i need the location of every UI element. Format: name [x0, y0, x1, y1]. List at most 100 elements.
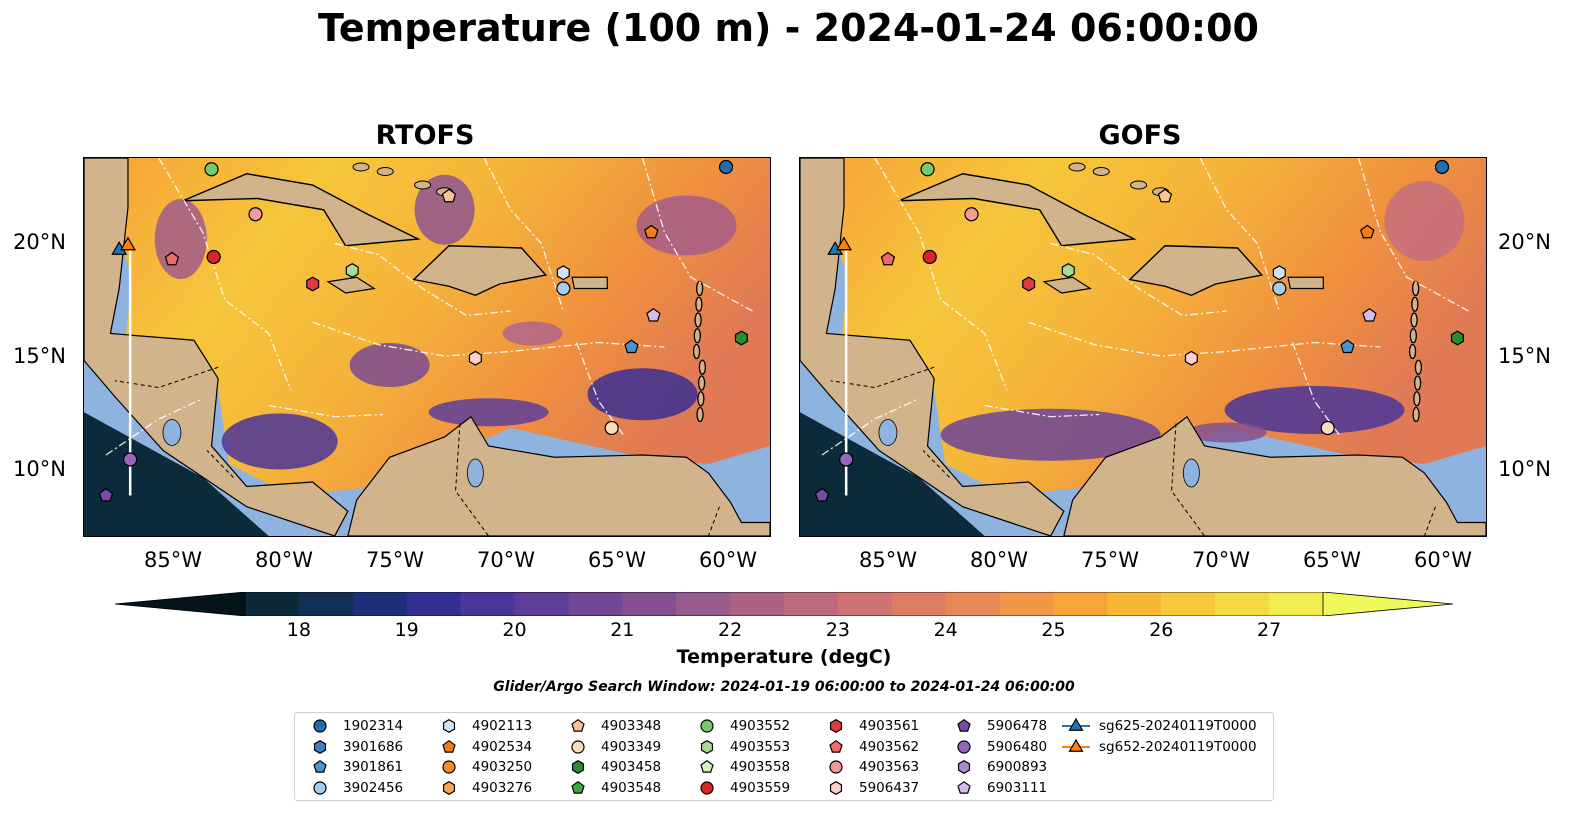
map-panel-gofs[interactable]	[799, 157, 1487, 537]
legend-item-label: 4903563	[859, 759, 920, 775]
legend-item: 4902534	[434, 737, 532, 757]
legend-item: 4903250	[434, 757, 532, 777]
legend-item: 5906480	[949, 737, 1047, 757]
colorbar-segment	[460, 592, 516, 616]
circle-marker-icon	[700, 719, 714, 733]
legend-item: sg652-20240119T0000	[1061, 737, 1257, 757]
legend-item: 4903458	[563, 757, 661, 777]
legend-item: 4903548	[563, 778, 661, 798]
legend-item: 4903552	[692, 716, 790, 736]
legend-item-label: 4903562	[859, 738, 920, 755]
pentagon-marker-icon	[700, 759, 714, 773]
pentagon-marker-icon	[442, 739, 456, 753]
circle-marker-icon	[313, 719, 327, 733]
legend-item: 4902113	[434, 716, 532, 736]
colorbar-segment	[1107, 592, 1162, 616]
colorbar-segment	[891, 592, 947, 616]
legend-item: 4903561	[821, 716, 919, 736]
lon-tick-label: 60°W	[699, 548, 757, 572]
legend-item-label: 6903111	[987, 779, 1048, 796]
colorbar-tick-label: 24	[933, 619, 958, 641]
line-triangle-marker-icon	[1062, 738, 1090, 752]
map-canvas	[800, 158, 1486, 536]
legend-item-label: 1902314	[343, 718, 404, 734]
legend-item-label: 4903349	[601, 738, 662, 755]
colorbar-segment	[622, 592, 677, 616]
legend-item-label: 4903559	[730, 779, 791, 796]
legend-item-label: 4903276	[472, 779, 533, 796]
hexagon-marker-icon	[829, 719, 843, 733]
colorbar-tick-label: 23	[825, 619, 850, 641]
colorbar-tick-label: 22	[718, 619, 743, 641]
circle-marker-icon	[957, 739, 971, 754]
lon-tick-label: 65°W	[1303, 548, 1361, 572]
legend-item-label: 5906480	[987, 738, 1048, 755]
legend-item-label: 4903458	[601, 759, 662, 775]
colorbar-segment	[676, 592, 731, 616]
hexagon-marker-icon	[442, 719, 456, 733]
circle-marker-icon	[313, 780, 327, 795]
hexagon-marker-icon	[700, 739, 714, 754]
pentagon-marker-icon	[957, 780, 971, 794]
colorbar-segment	[730, 592, 785, 616]
legend-item-label: 4902534	[472, 738, 533, 755]
legend-item-label: 4903348	[601, 718, 662, 734]
legend-item-label: 5906437	[859, 779, 920, 796]
pentagon-marker-icon	[829, 739, 843, 753]
legend-item: 6900893	[949, 757, 1047, 777]
lon-tick-label: 80°W	[255, 548, 313, 572]
lon-tick-label: 60°W	[1414, 548, 1472, 572]
legend-item: 5906478	[949, 716, 1047, 736]
colorbar-tick-label: 19	[394, 619, 419, 641]
lat-tick-label: 15°N	[13, 344, 66, 368]
circle-marker-icon	[829, 760, 843, 774]
legend-item-label: sg625-20240119T0000	[1099, 718, 1257, 734]
pentagon-marker-icon	[957, 718, 971, 732]
legend-item: 4903563	[821, 757, 919, 777]
line-triangle-marker-icon	[1062, 717, 1090, 731]
legend-item: 4903559	[692, 778, 790, 798]
colorbar-tick-label: 18	[286, 619, 311, 641]
hexagon-marker-icon	[571, 760, 585, 774]
lon-tick-label: 75°W	[1081, 548, 1139, 572]
legend-item-label: 5906478	[987, 718, 1048, 734]
colorbar-tick-label: 27	[1257, 619, 1282, 641]
colorbar-segment	[837, 592, 893, 616]
legend-item: 5906437	[821, 778, 919, 798]
lon-tick-label: 80°W	[970, 548, 1028, 572]
circle-marker-icon	[571, 739, 585, 754]
legend-item: 4903276	[434, 778, 532, 798]
colorbar-segment	[514, 592, 569, 616]
colorbar-tick-label: 25	[1041, 619, 1066, 641]
legend-item: 3901686	[305, 737, 403, 757]
colorbar-segment	[245, 592, 300, 616]
legend-item-label: 4903552	[730, 718, 791, 734]
hexagon-marker-icon	[313, 739, 327, 754]
legend-item: 3901861	[305, 757, 403, 777]
lon-tick-label: 65°W	[588, 548, 646, 572]
main-title: Temperature (100 m) - 2024-01-24 06:00:0…	[317, 6, 1259, 50]
colorbar-tick-label: 20	[502, 619, 527, 641]
search-window-caption: Glider/Argo Search Window: 2024-01-19 06…	[493, 679, 1075, 695]
map-panel-rtofs[interactable]	[83, 157, 771, 537]
lon-tick-label: 75°W	[366, 548, 424, 572]
legend-item-label: sg652-20240119T0000	[1099, 738, 1257, 755]
colorbar-segment	[406, 592, 462, 616]
panel-title-gofs: GOFS	[1098, 120, 1182, 151]
legend-item: 3902456	[305, 778, 403, 798]
legend-item-label: 4903558	[730, 759, 791, 775]
hexagon-marker-icon	[829, 780, 843, 795]
pentagon-marker-icon	[571, 780, 585, 794]
legend-item-label: 6900893	[987, 759, 1048, 775]
legend-item: 4903348	[563, 716, 661, 736]
lat-tick-label: 10°N	[1498, 457, 1551, 481]
colorbar-segment	[568, 592, 623, 616]
colorbar-segment	[1269, 592, 1324, 616]
legend: 1902314 3901686 3901861 3902456 4902113 49025…	[294, 712, 1274, 801]
lon-tick-label: 85°W	[144, 548, 202, 572]
map-canvas	[84, 158, 770, 536]
colorbar-segment	[352, 592, 408, 616]
pentagon-marker-icon	[313, 759, 327, 773]
circle-marker-icon	[442, 760, 456, 774]
panel-title-rtofs: RTOFS	[375, 120, 475, 151]
